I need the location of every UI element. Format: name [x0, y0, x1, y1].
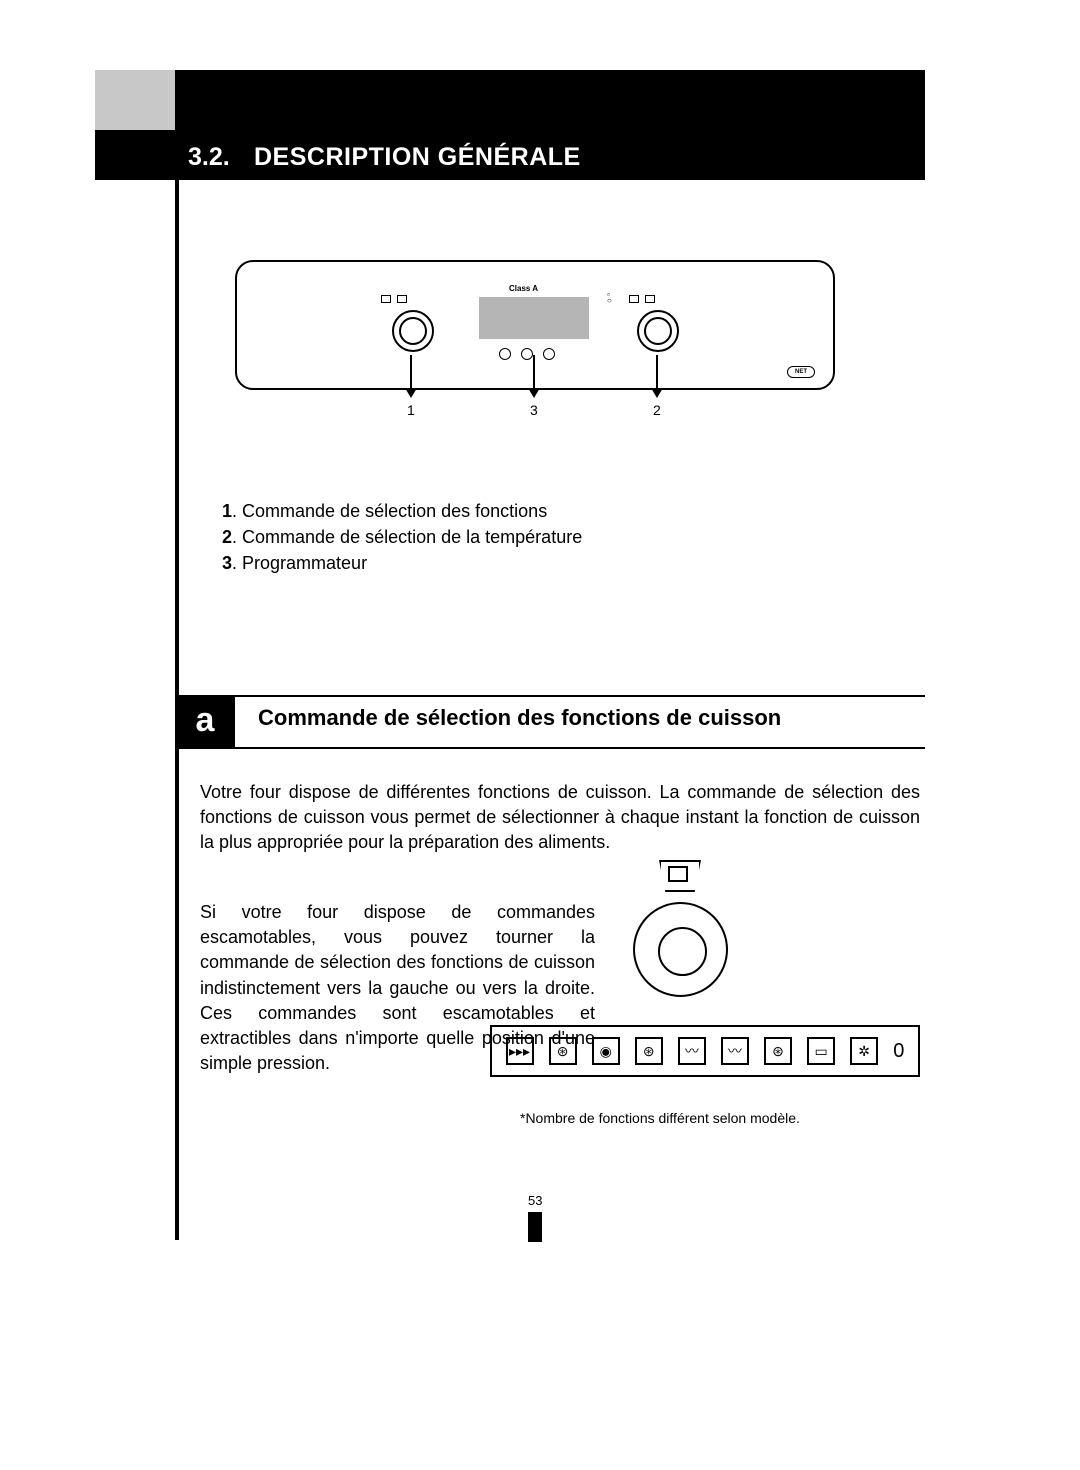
class-a-label: Class A [509, 284, 538, 293]
prog-button-3 [543, 348, 555, 360]
section-title: DESCRIPTION GÉNÉRALE [254, 143, 581, 172]
legend-text: . Commande de sélection des fonctions [232, 501, 547, 521]
fn-icon: ⊛ [549, 1037, 577, 1065]
fn-icon: ◉ [592, 1037, 620, 1065]
mini-icon [629, 295, 639, 303]
prog-button-1 [499, 348, 511, 360]
mini-icon [645, 295, 655, 303]
callout-arrow [656, 355, 658, 390]
section-number: 3.2. [188, 143, 230, 172]
net-logo: NET [787, 366, 815, 378]
page-number: 53 [528, 1193, 542, 1208]
fn-icon: ⊛ [764, 1037, 792, 1065]
legend-list: 1. Commande de sélection des fonctions 2… [222, 498, 582, 576]
dial-knob-icon [633, 902, 728, 997]
fn-icon: ⊛ [635, 1037, 663, 1065]
subsection-letter: a [175, 695, 235, 749]
legend-num: 3 [222, 553, 232, 573]
prog-button-2 [521, 348, 533, 360]
legend-num: 2 [222, 527, 232, 547]
control-panel-diagram: Class A ▫○ NET [235, 260, 835, 390]
fn-icon: 〰 [678, 1037, 706, 1065]
panel-display [479, 297, 589, 339]
subsection-title: Commande de sélection des fonctions de c… [258, 705, 781, 731]
function-knob-icon [392, 310, 434, 352]
legend-text: . Commande de sélection de la températur… [232, 527, 582, 547]
callout-2: 2 [653, 402, 661, 418]
mini-icon [397, 295, 407, 303]
callout-3: 3 [530, 402, 538, 418]
indicator-dots: ▫○ [607, 292, 612, 304]
callout-1: 1 [407, 402, 415, 418]
footnote: *Nombre de fonctions différent selon mod… [520, 1110, 800, 1126]
grey-tab [95, 70, 175, 130]
page-marker [528, 1212, 542, 1242]
fn-icon: ✲ [850, 1037, 878, 1065]
fn-icon: 〰 [721, 1037, 749, 1065]
temperature-knob-icon [637, 310, 679, 352]
fn-icon: ▸▸▸ [506, 1037, 534, 1065]
callout-arrow [533, 355, 535, 390]
function-icon-row: ▸▸▸ ⊛ ◉ ⊛ 〰 〰 ⊛ ▭ ✲ 0 [490, 1025, 920, 1077]
legend-num: 1 [222, 501, 232, 521]
paragraph-1: Votre four dispose de différentes foncti… [200, 780, 920, 856]
legend-text: . Programmateur [232, 553, 367, 573]
mini-icon [381, 295, 391, 303]
dial-symbol-icon [659, 860, 701, 892]
fn-off: 0 [893, 1040, 904, 1063]
callout-arrow [410, 355, 412, 390]
fn-icon: ▭ [807, 1037, 835, 1065]
